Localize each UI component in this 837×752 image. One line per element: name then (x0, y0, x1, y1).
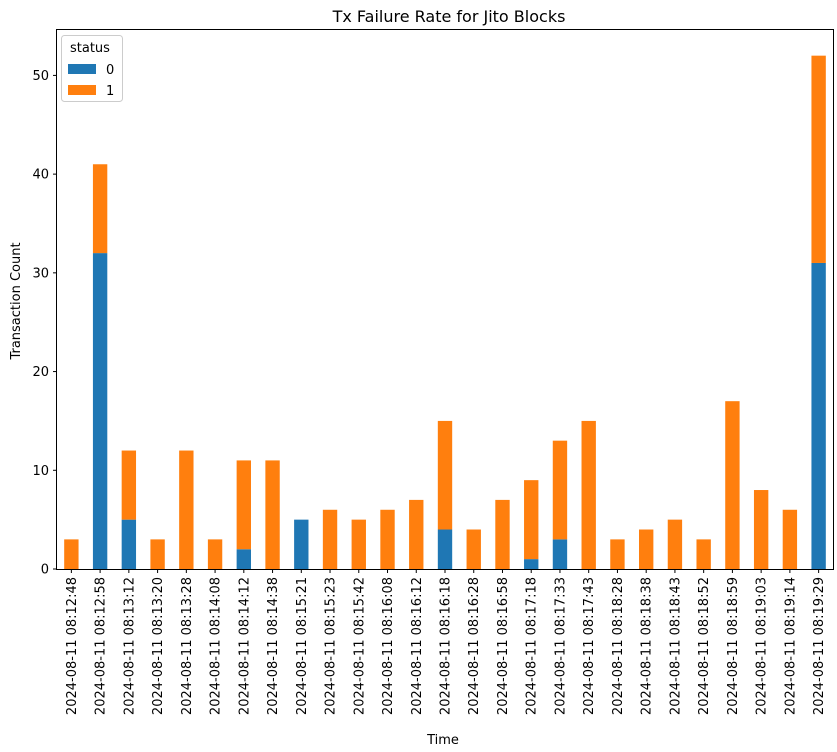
x-tick-label: 2024-08-11 08:18:59 (726, 577, 741, 715)
bar-series-0-26 (811, 262, 826, 569)
bar-series-1-18 (581, 420, 596, 569)
bar-series-1-17 (552, 440, 568, 540)
y-tick-label: 50 (32, 69, 49, 84)
bar-series-1-26 (811, 55, 826, 263)
legend-label-0: 0 (106, 63, 114, 78)
x-tick-label: 2024-08-11 08:13:12 (122, 577, 137, 715)
x-tick-label: 2024-08-11 08:19:03 (755, 577, 770, 715)
bar-series-0-17 (552, 539, 568, 569)
x-tick-label: 2024-08-11 08:17:18 (525, 577, 540, 715)
y-tick-label: 40 (32, 168, 49, 183)
bar-series-1-1 (92, 164, 108, 254)
x-tick-label: 2024-08-11 08:16:58 (496, 577, 511, 715)
x-tick-label: 2024-08-11 08:16:28 (467, 577, 482, 715)
x-tick-label: 2024-08-11 08:15:23 (324, 577, 339, 715)
y-tick-label: 20 (32, 365, 49, 380)
bar-series-0-8 (294, 519, 309, 569)
bar-series-1-23 (725, 401, 740, 569)
bar-series-1-12 (409, 499, 424, 569)
bar-series-1-3 (150, 539, 165, 569)
x-tick-label: 2024-08-11 08:14:12 (237, 577, 252, 715)
bar-series-1-21 (667, 519, 683, 569)
bar-series-1-22 (696, 539, 711, 569)
bar-series-0-16 (524, 559, 539, 569)
bar-series-0-13 (437, 529, 453, 569)
bar-series-1-4 (179, 450, 194, 569)
y-tick-label: 10 (32, 464, 49, 479)
bar-series-1-6 (236, 460, 251, 550)
x-tick-label: 2024-08-11 08:18:28 (611, 577, 626, 715)
x-tick-label: 2024-08-11 08:16:12 (410, 577, 425, 715)
x-tick-label: 2024-08-11 08:19:14 (783, 577, 798, 715)
x-tick-label: 2024-08-11 08:12:48 (65, 577, 80, 715)
x-tick-label: 2024-08-11 08:14:08 (209, 577, 224, 715)
bar-series-1-16 (524, 480, 539, 560)
bar-series-0-1 (92, 253, 108, 569)
bar-series-0-2 (121, 519, 137, 569)
x-tick-label: 2024-08-11 08:13:28 (180, 577, 195, 715)
plot-frame (56, 29, 834, 570)
bar-series-1-24 (753, 490, 769, 569)
bar-series-1-15 (495, 499, 510, 569)
bar-series-1-25 (782, 509, 798, 569)
legend-swatch-0 (68, 64, 96, 74)
bar-series-1-11 (380, 509, 395, 569)
x-axis: 2024-08-11 08:12:48 2024-08-11 08:12:58 20… (65, 569, 827, 715)
bar-series-1-5 (207, 539, 223, 569)
x-tick-label: 2024-08-11 08:18:38 (640, 577, 655, 715)
x-tick-label: 2024-08-11 08:15:21 (295, 577, 310, 715)
x-tick-label: 2024-08-11 08:18:43 (668, 577, 683, 715)
bars-group (64, 55, 826, 569)
x-tick-label: 2024-08-11 08:14:38 (266, 577, 281, 715)
legend-swatch-1 (68, 85, 96, 95)
legend-label-1: 1 (106, 84, 114, 99)
x-tick-label: 2024-08-11 08:18:52 (697, 577, 712, 715)
y-axis-label: Transaction Count (9, 242, 24, 360)
x-axis-label: Time (426, 733, 459, 748)
legend-title: status (70, 41, 110, 56)
bar-series-1-0 (64, 539, 79, 569)
bar-series-1-2 (121, 450, 137, 520)
bar-series-1-14 (466, 529, 481, 569)
y-axis: 0 10 20 30 40 50 (32, 69, 57, 578)
y-tick-label: 0 (41, 563, 49, 578)
x-tick-label: 2024-08-11 08:16:08 (381, 577, 396, 715)
x-tick-label: 2024-08-11 08:12:58 (94, 577, 109, 715)
chart-title: Tx Failure Rate for Jito Blocks (332, 7, 566, 26)
x-tick-label: 2024-08-11 08:15:42 (352, 577, 367, 715)
x-tick-label: 2024-08-11 08:13:20 (151, 577, 166, 715)
bar-series-1-7 (265, 460, 280, 569)
bar-series-1-13 (437, 420, 453, 530)
x-tick-label: 2024-08-11 08:17:33 (553, 577, 568, 715)
bar-series-1-19 (610, 539, 625, 569)
legend: status 0 1 (61, 35, 123, 102)
bar-series-1-9 (322, 509, 338, 569)
bar-series-1-20 (639, 529, 654, 569)
x-tick-label: 2024-08-11 08:19:29 (812, 577, 827, 715)
x-tick-label: 2024-08-11 08:16:18 (439, 577, 454, 715)
bar-series-0-6 (236, 549, 251, 569)
y-tick-label: 30 (32, 266, 49, 281)
bar-series-1-10 (351, 519, 366, 569)
x-tick-label: 2024-08-11 08:17:43 (582, 577, 597, 715)
